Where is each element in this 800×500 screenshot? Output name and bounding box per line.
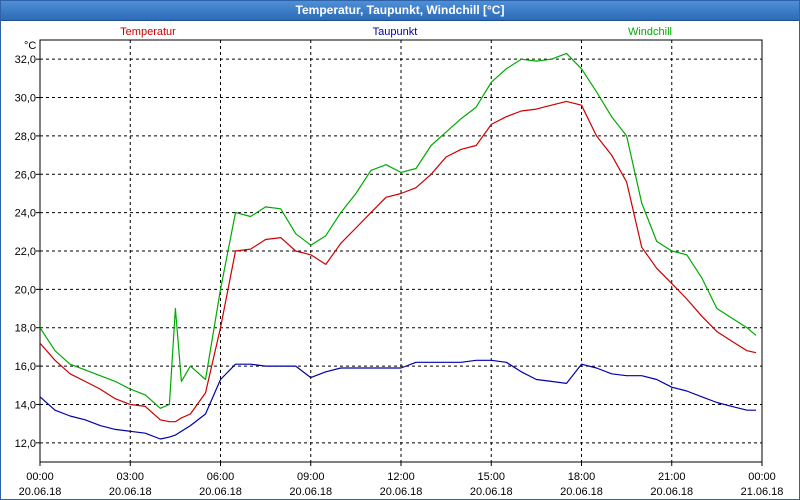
series-lines (39, 52, 757, 440)
x-tick-date-label: 20.06.18 (380, 486, 423, 498)
x-tick-date-label: 20.06.18 (560, 486, 603, 498)
legend-temperatur: Temperatur (120, 26, 176, 38)
x-tick-date-label: 20.06.18 (470, 486, 513, 498)
x-tick-date-label: 21.06.18 (741, 486, 784, 498)
x-tick-date-label: 20.06.18 (199, 486, 242, 498)
x-tick-time-label: 15:00 (477, 471, 505, 483)
y-tick-label: 18,0 (15, 323, 36, 335)
grid-lines (40, 40, 762, 462)
x-tick-time-label: 09:00 (297, 471, 325, 483)
y-tick-label: 20,0 (15, 284, 36, 296)
y-tick-label: 26,0 (15, 169, 36, 181)
x-axis-ticks: 00:00 20.06.18 03:00 20.06.18 06:00 20.06.18 0… (19, 462, 784, 498)
y-axis-ticks: 12,0 14,0 16,0 18,0 20,0 22,0 24,0 26,0 28,0 30,0… (15, 54, 40, 450)
legend-taupunkt: Taupunkt (373, 26, 418, 38)
x-tick-date-label: 20.06.18 (289, 486, 332, 498)
x-tick-date-label: 20.06.18 (19, 486, 62, 498)
x-tick-time-label: 06:00 (207, 471, 235, 483)
x-tick-date-label: 20.06.18 (109, 486, 152, 498)
y-tick-label: 24,0 (15, 208, 36, 220)
series-line-taupunkt (39, 359, 756, 440)
y-tick-label: 16,0 (15, 361, 36, 373)
x-tick-time-label: 03:00 (116, 471, 144, 483)
y-tick-label: 22,0 (15, 246, 36, 258)
x-tick-time-label: 18:00 (568, 471, 596, 483)
y-axis-unit-label: °C (24, 40, 36, 52)
series-line-windchill (39, 52, 757, 409)
y-tick-label: 32,0 (15, 54, 36, 66)
y-tick-label: 14,0 (15, 399, 36, 411)
x-tick-time-label: 00:00 (26, 471, 54, 483)
x-tick-time-label: 21:00 (658, 471, 686, 483)
y-tick-label: 30,0 (15, 93, 36, 105)
x-tick-time-label: 12:00 (387, 471, 415, 483)
y-tick-label: 28,0 (15, 131, 36, 143)
window-title: Temperatur, Taupunkt, Windchill [°C] (1, 1, 799, 21)
series-line-temperatur (39, 100, 757, 423)
x-tick-date-label: 20.06.18 (650, 486, 693, 498)
x-tick-time-label: 00:00 (748, 471, 776, 483)
y-tick-label: 12,0 (15, 438, 36, 450)
legend-windchill: Windchill (628, 26, 672, 38)
